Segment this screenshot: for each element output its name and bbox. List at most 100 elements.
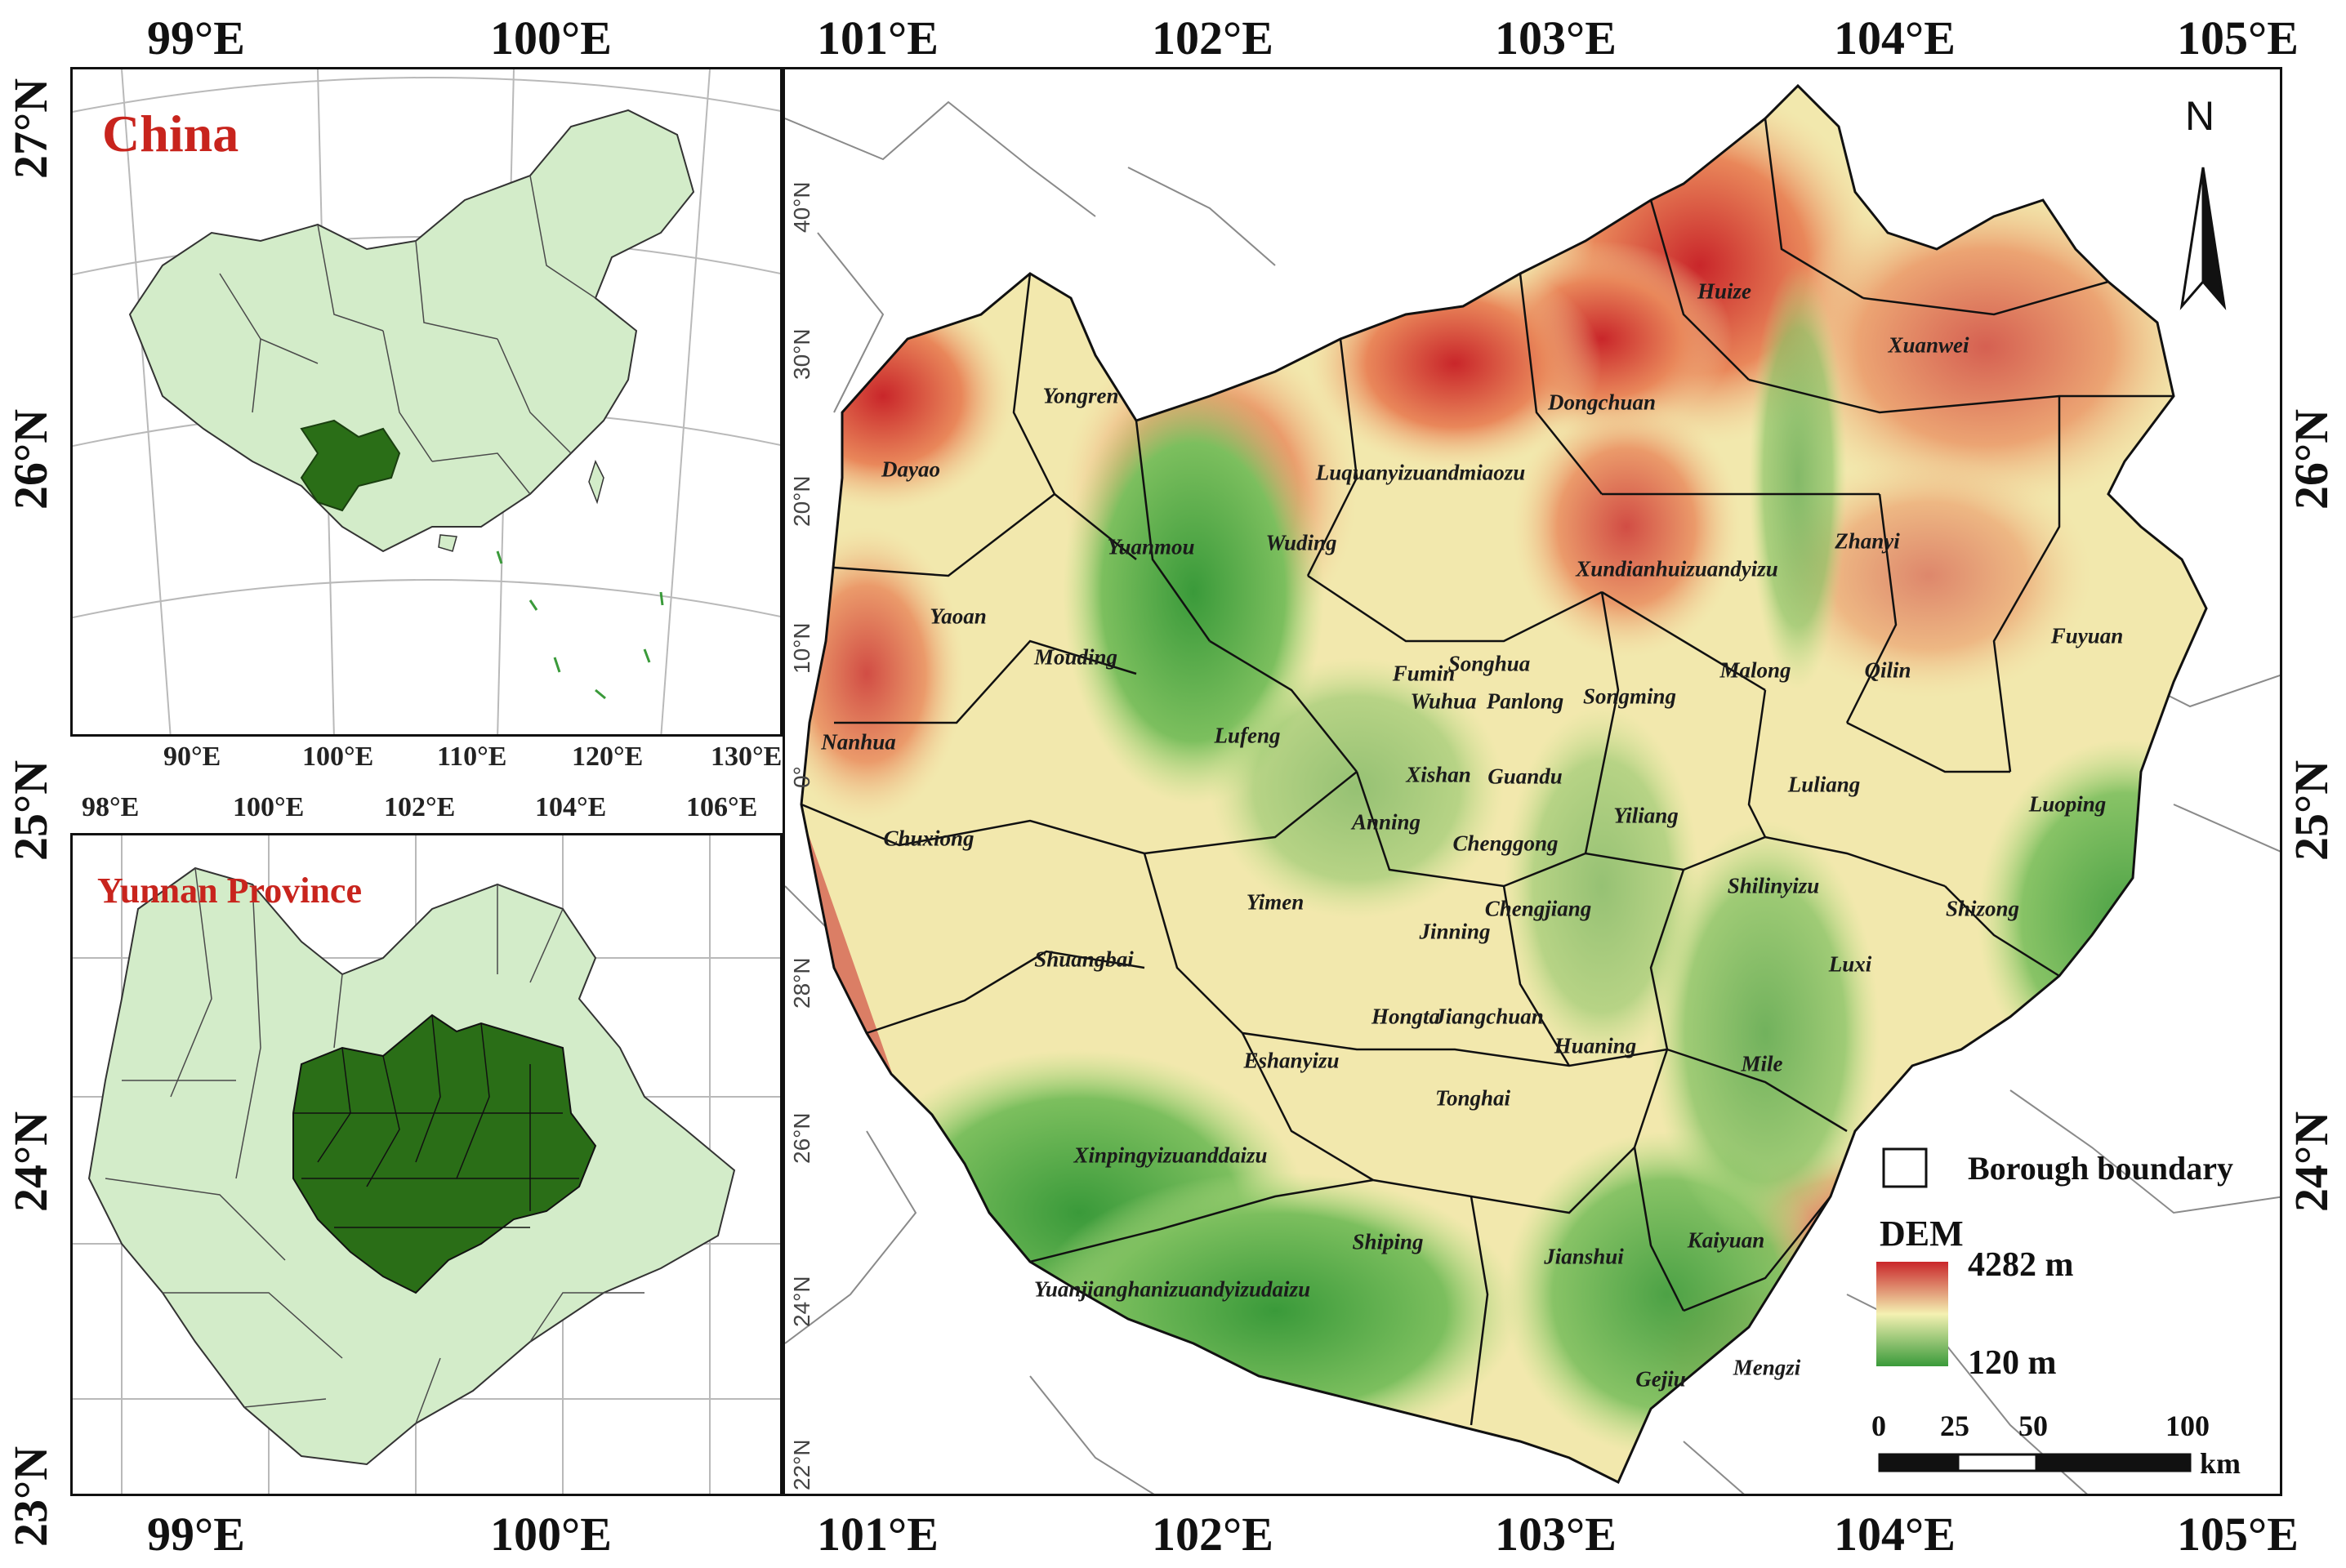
borough-label-shiping: Shiping	[1352, 1229, 1424, 1254]
borough-boundary-swatch	[1882, 1147, 1928, 1188]
china-lon-label: 100°E	[302, 742, 374, 772]
borough-label-jinning: Jinning	[1419, 919, 1491, 944]
borough-label-luoping: Luoping	[2028, 791, 2107, 817]
china-lon-label: 120°E	[572, 742, 644, 772]
main-map-canvas: 40°N 30°N 20°N 10°N 0° 28°N 26°N 24°N 22…	[785, 83, 2280, 1494]
borough-label-shilin: Shilinyizu	[1727, 873, 1820, 898]
top-lon-label: 99°E	[147, 11, 245, 65]
dem-color-ramp	[1876, 1262, 1948, 1366]
yunnan-lon-label: 106°E	[686, 792, 758, 822]
borough-label-songming: Songming	[1582, 684, 1677, 709]
borough-label-qilin: Qilin	[1864, 657, 1911, 683]
left-lat-label: 25°N	[4, 760, 57, 861]
borough-label-luliang: Luliang	[1787, 772, 1861, 797]
china-inset: China	[70, 67, 783, 737]
top-lon-label: 103°E	[1495, 11, 1617, 65]
borough-label-xishan: Xishan	[1406, 762, 1471, 787]
inner-lat-label: 40°N	[789, 181, 814, 233]
left-lat-label: 27°N	[4, 78, 57, 179]
yunnan-lon-label: 104°E	[535, 792, 607, 822]
bottom-lon-label: 103°E	[1495, 1508, 1617, 1561]
borough-label-jianshui: Jianshui	[1544, 1244, 1624, 1269]
top-lon-label: 105°E	[2177, 11, 2299, 65]
main-map: 40°N 30°N 20°N 10°N 0° 28°N 26°N 24°N 22…	[783, 67, 2282, 1496]
top-lon-label: 100°E	[490, 11, 612, 65]
left-lat-label: 26°N	[4, 408, 57, 510]
borough-label-panlong: Panlong	[1486, 688, 1564, 714]
inner-lat-label: 10°N	[789, 622, 814, 674]
top-lon-label: 104°E	[1834, 11, 1956, 65]
borough-label-huize: Huize	[1697, 278, 1752, 304]
borough-boundary-label: Borough boundary	[1968, 1150, 2233, 1187]
bottom-lon-label: 102°E	[1152, 1508, 1273, 1561]
bottom-lon-label: 101°E	[817, 1508, 939, 1561]
yunnan-lon-label: 102°E	[384, 792, 456, 822]
borough-label-chenggong: Chenggong	[1452, 831, 1559, 856]
borough-label-songhua: Songhua	[1447, 651, 1531, 676]
borough-label-dayao: Dayao	[881, 457, 940, 482]
scale-tick-label: 25	[1940, 1410, 1969, 1442]
borough-label-fuyuan: Fuyuan	[2050, 623, 2124, 648]
borough-label-xinping: Xinpingyizuanddaizu	[1073, 1143, 1268, 1168]
inner-lat-label: 26°N	[789, 1112, 814, 1164]
borough-label-zhanyi: Zhanyi	[1835, 528, 1900, 554]
borough-label-yuanjiang: Yuanjianghanizuandyizudaizu	[1033, 1276, 1311, 1302]
borough-label-mile: Mile	[1741, 1051, 1783, 1076]
borough-label-tonghai: Tonghai	[1434, 1085, 1511, 1111]
taiwan-island	[588, 460, 604, 505]
borough-label-xuanwei: Xuanwei	[1888, 332, 1969, 358]
inner-lat-label: 30°N	[789, 328, 814, 380]
china-country-shape	[128, 109, 695, 553]
top-lon-label: 102°E	[1152, 11, 1273, 65]
borough-label-anning: Anning	[1351, 809, 1421, 835]
dem-title: DEM	[1880, 1214, 1964, 1254]
borough-label-huaning: Huaning	[1554, 1033, 1637, 1058]
borough-label-nanhua: Nanhua	[821, 729, 896, 755]
borough-label-hongta: Hongta	[1371, 1004, 1441, 1029]
dem-min-label: 120 m	[1968, 1344, 2057, 1382]
inner-lat-label: 22°N	[789, 1439, 814, 1490]
china-lon-label: 130°E	[711, 742, 783, 772]
yunnan-lon-label: 100°E	[233, 792, 305, 822]
yunnan-inset: Yunnan Province	[70, 833, 783, 1496]
bottom-lon-label: 104°E	[1834, 1508, 1956, 1561]
borough-label-dongchuan: Dongchuan	[1547, 390, 1657, 415]
left-lat-label: 23°N	[4, 1446, 57, 1547]
yunnan-inset-map	[73, 835, 780, 1494]
outer-region-boundaries	[785, 100, 2280, 1494]
left-lat-label: 24°N	[4, 1111, 57, 1212]
scale-tick-label: 0	[1871, 1410, 1886, 1442]
borough-label-mengzi: Mengzi	[1733, 1355, 1801, 1380]
study-area-highlight	[292, 1013, 597, 1294]
nine-dash-line	[496, 550, 664, 700]
borough-boundaries	[801, 118, 2174, 1426]
borough-label-gejiu: Gejiu	[1635, 1366, 1686, 1392]
right-lat-label: 24°N	[2285, 1111, 2338, 1212]
borough-label-yuanmou: Yuanmou	[1107, 534, 1195, 559]
bottom-lon-label: 105°E	[2177, 1508, 2299, 1561]
borough-label-malong: Malong	[1719, 657, 1791, 683]
borough-label-wuding: Wuding	[1265, 530, 1337, 555]
borough-label-yaoan: Yaoan	[930, 604, 987, 629]
right-lat-label: 25°N	[2285, 760, 2338, 861]
dem-max-label: 4282 m	[1968, 1246, 2074, 1284]
scale-tick-label: 100	[2165, 1410, 2210, 1442]
north-label: N	[2185, 93, 2215, 139]
borough-label-guandu: Guandu	[1487, 764, 1563, 789]
yunnan-title: Yunnan Province	[97, 871, 362, 911]
scale-tick-label: 50	[2018, 1410, 2048, 1442]
inner-lat-label: 0°	[789, 766, 814, 788]
scale-unit-label: km	[2200, 1447, 2241, 1480]
borough-label-shizong: Shizong	[1945, 896, 2020, 921]
borough-label-xundian: Xundianhuizuandyizu	[1576, 556, 1778, 581]
china-lon-label: 90°E	[163, 742, 221, 772]
hainan-island	[438, 534, 457, 552]
borough-label-chengjiang: Chengjiang	[1484, 896, 1592, 921]
china-inset-graticule	[73, 69, 780, 734]
top-lon-label: 101°E	[817, 11, 939, 65]
borough-label-kaiyuan: Kaiyuan	[1687, 1227, 1765, 1253]
borough-label-jiangchuan: Jiangchuan	[1434, 1004, 1544, 1029]
bottom-lon-label: 100°E	[490, 1508, 612, 1561]
borough-label-eshan: Eshanyizu	[1243, 1048, 1340, 1073]
borough-label-yongren: Yongren	[1042, 383, 1119, 408]
